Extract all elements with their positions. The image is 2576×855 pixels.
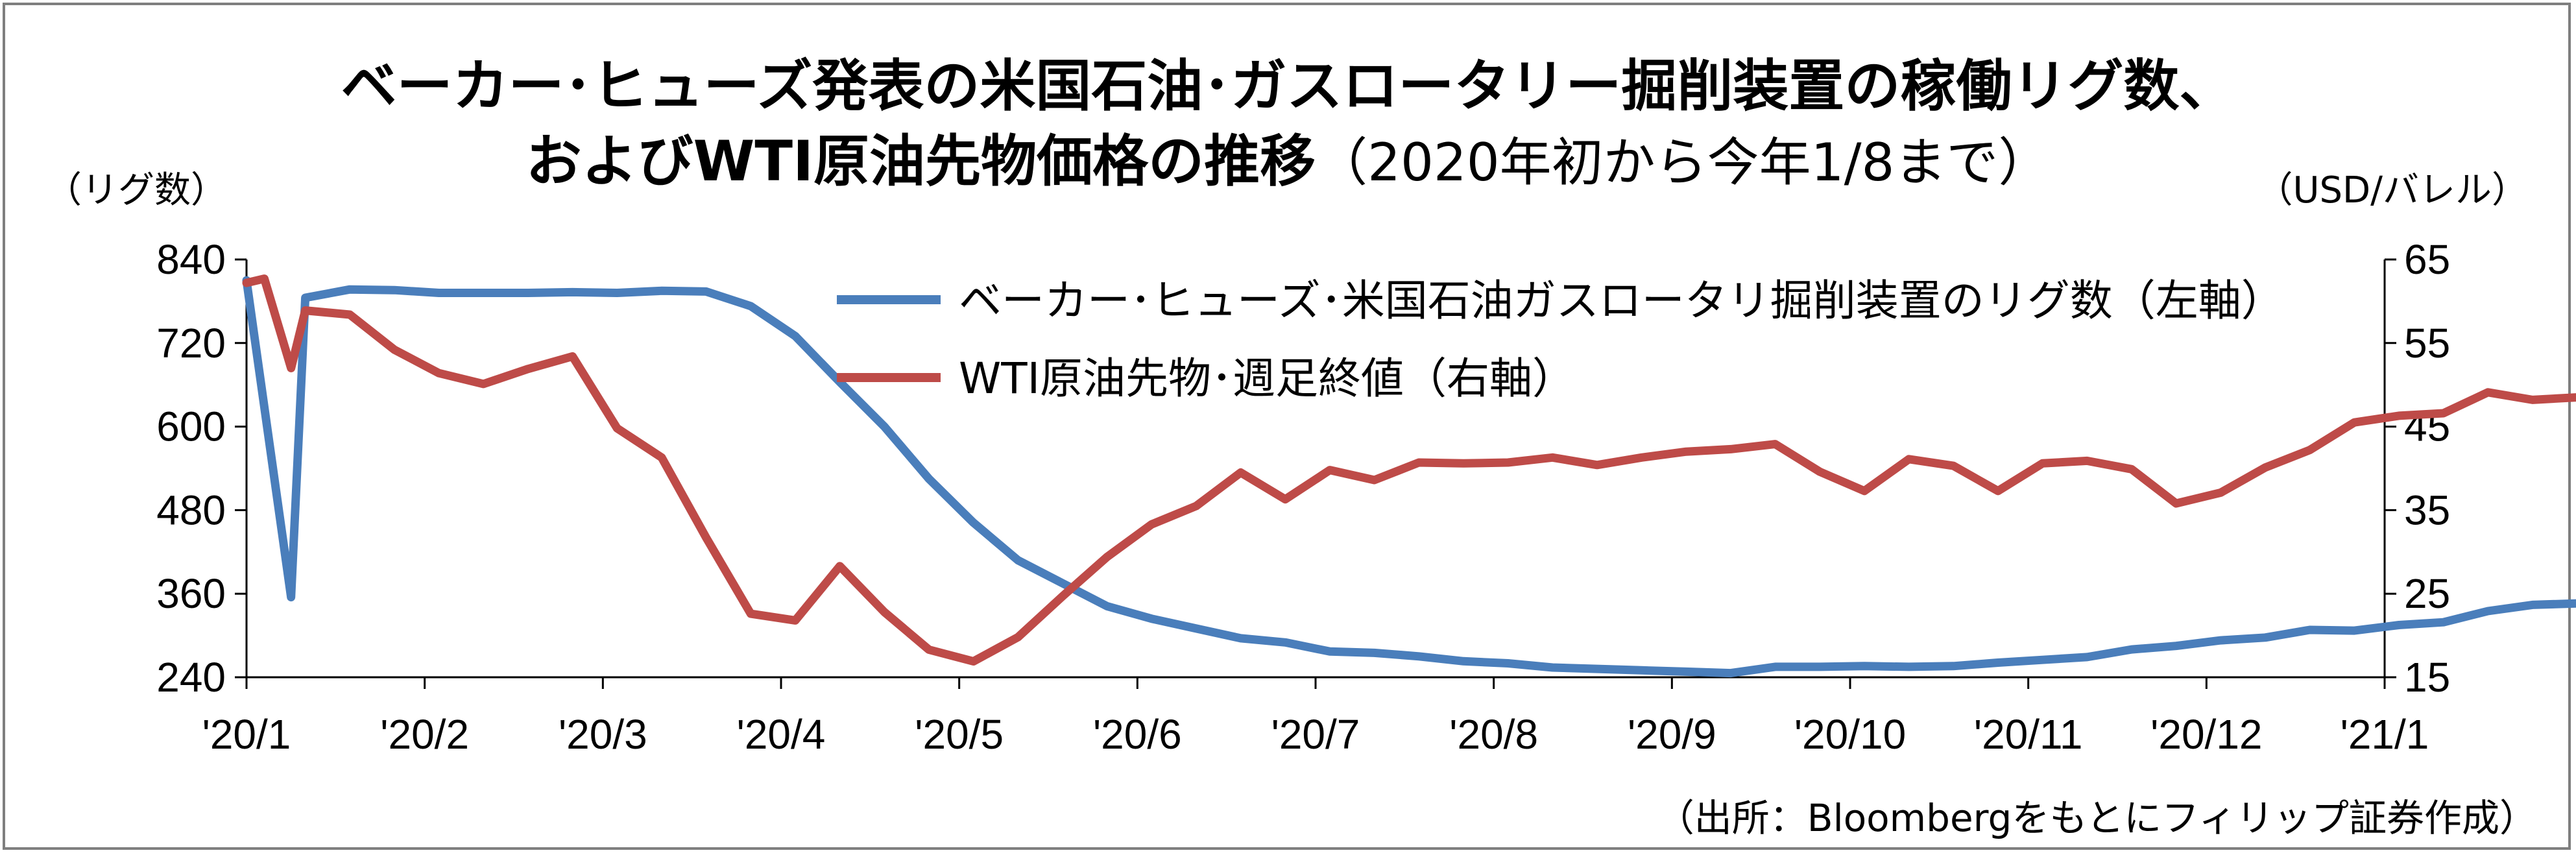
chart-title-main: およびWTI原油先物価格の推移 bbox=[525, 129, 1316, 194]
rig-count-point bbox=[394, 289, 395, 291]
right-tick-label: 55 bbox=[2404, 320, 2450, 367]
wti-price-point bbox=[928, 649, 930, 650]
source-note: （出所：Bloombergをもとにフィリップ証券作成） bbox=[1656, 796, 2537, 840]
rig-count-point bbox=[1463, 660, 1464, 662]
x-tick-label: '20/12 bbox=[2150, 711, 2262, 758]
wti-price-point bbox=[572, 355, 573, 357]
right-tick-label: 35 bbox=[2404, 487, 2450, 533]
wti-price-point bbox=[2398, 415, 2400, 416]
wti-price-point bbox=[2042, 463, 2043, 464]
x-tick-label: '20/11 bbox=[1974, 711, 2083, 758]
x-tick-label: '20/10 bbox=[1794, 711, 1906, 758]
rig-count-line bbox=[242, 276, 2576, 678]
rig-count-point bbox=[1775, 666, 1776, 668]
left-tick-label: 480 bbox=[156, 487, 226, 533]
rig-count-point bbox=[884, 426, 885, 427]
x-tick-label: '20/2 bbox=[380, 711, 469, 758]
wti-price-point bbox=[2265, 467, 2266, 468]
chart-title-line1: ベーカー･ヒューズ発表の米国石油･ガスロータリー掘削装置の稼働リグ数、 bbox=[341, 54, 2235, 119]
wti-price-point bbox=[973, 661, 974, 662]
wti-price-point bbox=[1641, 457, 1643, 458]
left-axis-unit: （リグ数） bbox=[45, 169, 227, 211]
rig-count-point bbox=[1997, 662, 1999, 663]
rig-count-point bbox=[973, 522, 974, 524]
right-tick-label: 15 bbox=[2404, 654, 2450, 701]
wti-price-point bbox=[2353, 422, 2355, 423]
wti-price-point bbox=[1463, 463, 1464, 464]
rig-count-point bbox=[2265, 637, 2266, 638]
left-tick-label: 720 bbox=[156, 320, 226, 367]
x-tick-label: '20/8 bbox=[1449, 711, 1538, 758]
chart-frame bbox=[3, 3, 2571, 850]
rig-count-point bbox=[1151, 618, 1152, 620]
rig-count-point bbox=[1196, 628, 1197, 629]
x-tick-label: '20/1 bbox=[202, 711, 291, 758]
x-tick-label: '20/9 bbox=[1628, 711, 1716, 758]
wti-price-point bbox=[1151, 524, 1152, 525]
rig-count-point bbox=[2309, 629, 2311, 631]
wti-price-point bbox=[305, 310, 306, 311]
wti-price-point bbox=[1196, 505, 1197, 507]
wti-price-point bbox=[1240, 472, 1242, 473]
right-tick-label: 65 bbox=[2404, 236, 2450, 283]
x-tick-label: '20/7 bbox=[1271, 711, 1360, 758]
wti-price-point bbox=[1596, 464, 1598, 466]
wti-price-point bbox=[2443, 413, 2444, 414]
rig-count-point bbox=[2086, 656, 2088, 658]
right-tick-label: 25 bbox=[2404, 570, 2450, 617]
legend-label-rig-count: ベーカー･ヒューズ･米国石油ガスロータリ掘削装置のリグ数（左軸） bbox=[959, 276, 2284, 326]
x-tick-label: '20/4 bbox=[737, 711, 826, 758]
x-tick-label: '20/3 bbox=[559, 711, 647, 758]
rig-count-point bbox=[2443, 621, 2444, 623]
rig-count-point bbox=[1685, 671, 1687, 672]
wti-price-point bbox=[1864, 490, 1865, 492]
wti-price-line bbox=[242, 274, 2576, 666]
wti-price-point bbox=[1284, 499, 1286, 500]
wti-price-point bbox=[1374, 479, 1375, 481]
wti-price-point bbox=[1997, 490, 1999, 492]
chart-title-line2: およびWTI原油先物価格の推移（2020年初から今年1/8まで） bbox=[0, 115, 2576, 197]
left-tick-label: 360 bbox=[156, 570, 226, 617]
wti-price-point bbox=[483, 383, 484, 385]
rig-count-point bbox=[572, 291, 573, 293]
left-tick-label: 240 bbox=[156, 654, 226, 701]
right-axis-unit: （USD/バレル） bbox=[2256, 169, 2528, 211]
wti-price-point bbox=[527, 368, 529, 370]
legend-label-wti: WTI原油先物･週足終値（右軸） bbox=[959, 354, 1575, 403]
rig-count-point bbox=[1641, 669, 1643, 671]
x-tick-label: '21/1 bbox=[2341, 711, 2429, 758]
left-tick-label: 840 bbox=[156, 236, 226, 283]
chart-title-period: （2020年初から今年1/8まで） bbox=[1316, 132, 2051, 193]
wti-price-point bbox=[795, 620, 796, 621]
wti-price-point bbox=[1552, 457, 1553, 458]
x-tick-label: '20/6 bbox=[1093, 711, 1182, 758]
rig-count-point bbox=[1284, 642, 1286, 643]
wti-price-point bbox=[264, 278, 265, 280]
wti-price-point bbox=[616, 427, 618, 429]
x-tick-label: '20/5 bbox=[915, 711, 1004, 758]
rig-count-point bbox=[1908, 666, 1910, 668]
rig-count-point bbox=[795, 335, 796, 337]
left-tick-label: 600 bbox=[156, 403, 226, 450]
